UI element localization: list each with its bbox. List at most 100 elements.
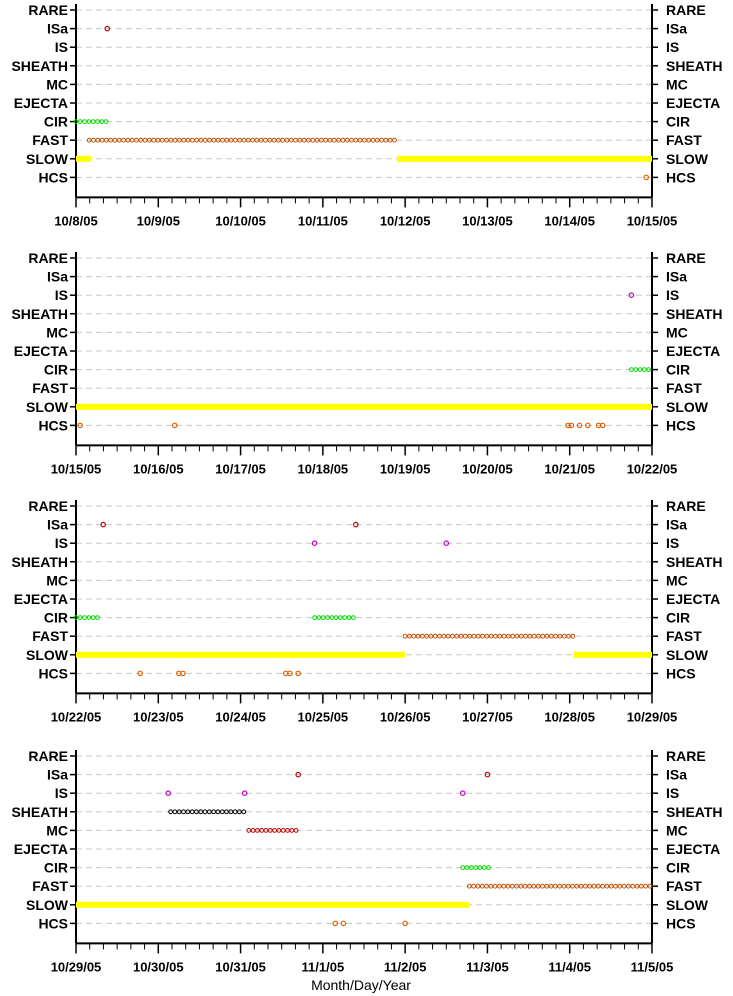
x-tick-label: 10/18/05 [298, 461, 349, 476]
y-tick-label-left: ISa [47, 517, 68, 533]
x-tick-label: 10/24/05 [215, 709, 266, 724]
data-point [443, 540, 450, 547]
data-point [585, 422, 591, 429]
y-tick-label-right: EJECTA [666, 95, 720, 111]
y-tick-label-right: ISa [666, 517, 687, 533]
y-tick-label-right: RARE [666, 498, 706, 514]
data-point [402, 633, 408, 639]
x-tick-label: 10/9/05 [137, 213, 180, 228]
data-point [336, 137, 341, 143]
data-point [241, 809, 247, 815]
y-tick-label-left: ISa [47, 21, 68, 37]
data-point [617, 883, 623, 889]
x-tick-label: 10/19/05 [380, 461, 431, 476]
data-point [323, 137, 329, 143]
y-tick-label-right: FAST [666, 380, 702, 396]
data-point [387, 137, 393, 143]
data-point [366, 137, 372, 143]
y-tick-label-right: IS [666, 535, 679, 551]
y-tick-label-right: MC [666, 324, 688, 340]
series-slow [76, 155, 652, 162]
y-tick-label-right: FAST [666, 132, 702, 148]
series-fast [402, 633, 576, 639]
data-point [331, 137, 337, 143]
data-point [481, 865, 487, 870]
data-point [77, 422, 83, 429]
data-point [557, 633, 563, 639]
data-point [630, 883, 636, 889]
y-tick-label-left: SHEATH [11, 804, 68, 820]
data-point [604, 883, 610, 889]
y-tick-label-left: FAST [32, 628, 68, 644]
x-tick-label: 11/2/05 [384, 959, 427, 974]
y-tick-label-left: IS [55, 785, 68, 801]
data-point [544, 633, 550, 639]
y-tick-label-left: FAST [32, 380, 68, 396]
y-tick-label-left: IS [55, 535, 68, 551]
data-point [91, 137, 96, 143]
data-point [643, 174, 650, 181]
data-point [626, 883, 631, 889]
chart-panel: RARE RARE ISa ISa IS IS SHEATH SHEATH MC MC EJECTA… [11, 498, 722, 724]
y-tick-label-right: FAST [666, 878, 702, 894]
data-point [424, 633, 430, 639]
data-point [464, 865, 470, 870]
y-tick-label-right: HCS [666, 665, 696, 681]
y-tick-label-left: ISa [47, 269, 68, 285]
data-point [591, 883, 597, 889]
y-tick-label-left: CIR [44, 362, 68, 378]
data-point [484, 771, 491, 778]
x-tick-label: 10/26/05 [380, 709, 431, 724]
y-tick-label-left: HCS [38, 915, 68, 931]
series-slow [76, 651, 652, 658]
series-isa [104, 25, 111, 32]
y-tick-label-left: MC [46, 822, 68, 838]
data-point [301, 137, 307, 143]
series-cir [629, 367, 652, 373]
y-tick-label-left: CIR [44, 114, 68, 130]
series-hcs [77, 422, 606, 429]
y-tick-label-right: IS [666, 39, 679, 55]
data-point [181, 137, 187, 143]
data-point [501, 883, 507, 889]
data-point [95, 615, 100, 620]
x-tick-label: 10/17/05 [215, 461, 266, 476]
data-point [90, 119, 96, 124]
data-point [352, 521, 359, 528]
data-point [112, 137, 118, 143]
data-point [316, 615, 322, 620]
data-point [600, 883, 606, 889]
data-point [629, 367, 634, 373]
data-point [82, 615, 87, 620]
data-point [473, 865, 479, 870]
x-tick-label: 10/22/05 [627, 461, 678, 476]
y-tick-label-right: CIR [666, 362, 690, 378]
y-tick-label-right: MC [666, 76, 688, 92]
y-tick-label-left: EJECTA [14, 591, 68, 607]
series-cir [73, 119, 109, 124]
data-point [137, 670, 143, 677]
x-tick-label: 10/27/05 [462, 709, 513, 724]
data-point [531, 883, 537, 889]
data-point [99, 137, 105, 143]
y-tick-label-left: SHEATH [11, 58, 68, 74]
data-point [73, 615, 79, 620]
x-tick-label: 10/8/05 [54, 213, 97, 228]
y-tick-label-left: ISa [47, 767, 68, 783]
data-point [643, 883, 649, 889]
x-tick-label: 10/31/05 [215, 959, 266, 974]
data-point [325, 615, 330, 620]
y-tick-label-right: SLOW [666, 151, 709, 167]
series-hcs [332, 920, 408, 927]
y-tick-label-right: SLOW [666, 897, 709, 913]
x-tick-label: 10/12/05 [380, 213, 431, 228]
data-point [289, 828, 295, 833]
data-point [100, 521, 106, 528]
y-tick-label-right: RARE [666, 748, 706, 764]
data-point [151, 137, 157, 143]
series-mc [246, 828, 299, 833]
x-tick-label: 10/15/05 [51, 461, 102, 476]
data-point [241, 137, 247, 143]
data-point [73, 119, 79, 124]
